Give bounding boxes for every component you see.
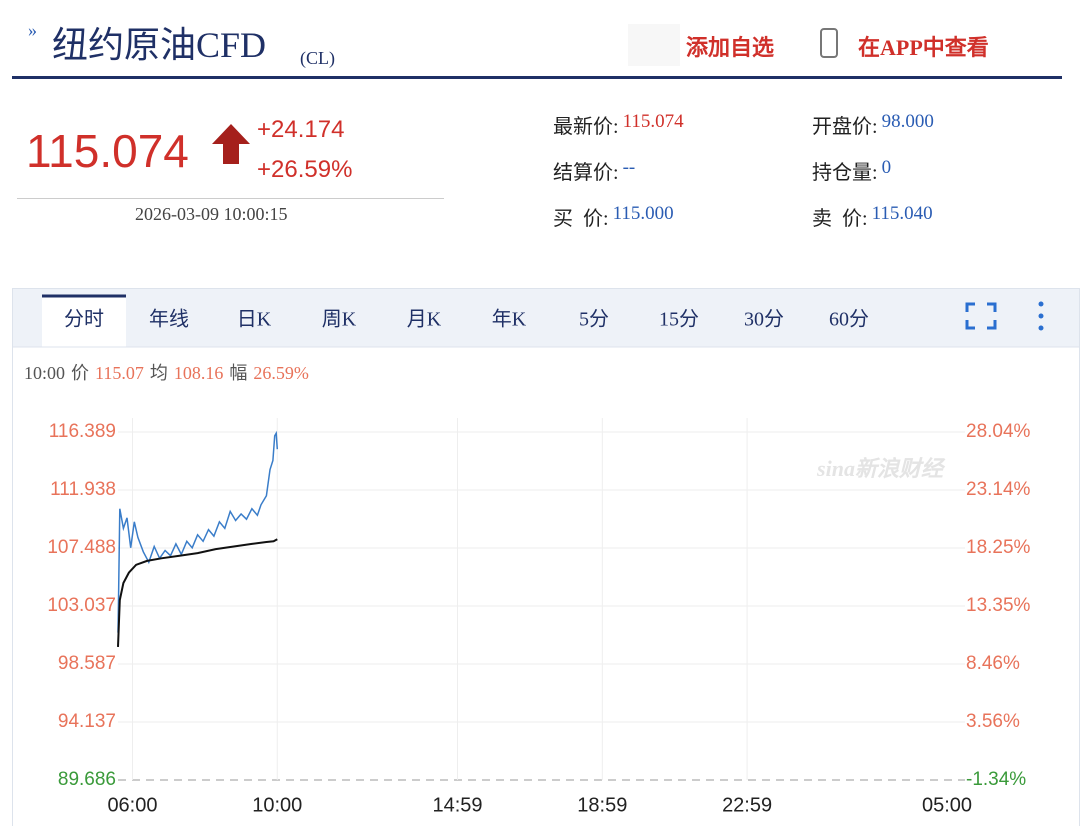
tab[interactable]: 年K bbox=[492, 308, 527, 331]
tab[interactable]: 5分 bbox=[579, 308, 609, 331]
placeholder bbox=[628, 24, 680, 66]
field-label: 开盘价: bbox=[812, 116, 878, 138]
fullscreen-icon[interactable] bbox=[965, 302, 997, 330]
y2-tick-label: 18.25% bbox=[966, 537, 1031, 558]
field-label: 持仓量: bbox=[812, 162, 878, 184]
y-tick-label: 103.037 bbox=[47, 595, 116, 616]
chart: 分时 年线 日K 周K 月K 年K 5分 15分 30分 60分 10:00 价 115.07 均 108.… bbox=[12, 288, 1080, 831]
x-tick-label: 10:00 bbox=[252, 794, 302, 816]
info-amp-label: 幅 bbox=[229, 363, 247, 383]
header-rule bbox=[12, 76, 1062, 79]
header-icon: » bbox=[28, 20, 37, 40]
x-tick-label: 18:59 bbox=[577, 794, 627, 816]
tab-bar bbox=[13, 289, 1079, 347]
field-value: 115.040 bbox=[871, 203, 933, 224]
field-label: 最新价: bbox=[553, 116, 619, 138]
tab[interactable]: 30分 bbox=[744, 308, 784, 331]
info-amp: 26.59% bbox=[253, 363, 309, 383]
y-tick-label: 111.938 bbox=[50, 479, 116, 500]
active-tab bbox=[42, 296, 126, 348]
info-price-label: 价 bbox=[71, 363, 89, 383]
menu-dot[interactable] bbox=[1038, 325, 1044, 331]
phone-icon bbox=[820, 28, 838, 58]
symbol-code: (CL) bbox=[300, 48, 335, 68]
page-title: 纽约原油CFD bbox=[52, 25, 267, 65]
y2-tick-label: 13.35% bbox=[966, 595, 1031, 616]
last-price: 115.074 bbox=[26, 125, 189, 177]
x-tick-label: 05:00 bbox=[922, 794, 972, 816]
y2-tick-label: -1.34% bbox=[966, 769, 1026, 790]
x-tick-label: 06:00 bbox=[107, 794, 157, 816]
watermark: sina新浪财经 bbox=[816, 456, 946, 481]
field-label: 卖 价: bbox=[812, 208, 868, 230]
change: +24.174 bbox=[257, 116, 345, 143]
change-pct: +26.59% bbox=[257, 156, 353, 183]
chart-panel: 分时 年线 日K 周K 月K 年K 5分 15分 30分 60分 10:00 价 115.07 均 108.… bbox=[12, 288, 1080, 831]
y2-tick-label: 28.04% bbox=[966, 421, 1031, 442]
y-tick-label: 98.587 bbox=[58, 653, 116, 674]
x-tick-label: 14:59 bbox=[432, 794, 482, 816]
divider bbox=[17, 198, 444, 199]
y2-tick-label: 23.14% bbox=[966, 479, 1031, 500]
series-line bbox=[117, 538, 278, 647]
field-value: 98.000 bbox=[881, 111, 934, 132]
tab[interactable]: 月K bbox=[407, 309, 442, 331]
x-tick-label: 22:59 bbox=[722, 794, 772, 816]
series-line bbox=[117, 430, 279, 633]
tab[interactable]: 60分 bbox=[829, 308, 869, 331]
quote-time: 2026-03-09 10:00:15 bbox=[135, 204, 288, 224]
info-avg: 108.16 bbox=[174, 363, 224, 383]
info-line: 10:00 价 115.07 均 108.16 幅 26.59% bbox=[24, 363, 309, 383]
field-label: 结算价: bbox=[553, 162, 619, 184]
tab[interactable]: 年线 bbox=[149, 308, 189, 331]
y2-tick-label: 3.56% bbox=[966, 711, 1020, 732]
app-view[interactable]: 在APP中查看 bbox=[858, 35, 989, 60]
add-watchlist[interactable]: 添加自选 bbox=[686, 35, 775, 60]
tab[interactable]: 周K bbox=[322, 309, 357, 331]
tab[interactable]: 日K bbox=[237, 309, 272, 331]
y-tick-label: 94.137 bbox=[58, 711, 116, 732]
field-value: -- bbox=[622, 157, 636, 178]
info-time: 10:00 bbox=[24, 363, 65, 383]
field-value: 0 bbox=[881, 157, 892, 178]
info-avg-label: 均 bbox=[150, 363, 168, 383]
field-label: 买 价: bbox=[553, 208, 609, 230]
field-value: 115.074 bbox=[622, 111, 684, 132]
y2-tick-label: 8.46% bbox=[966, 653, 1020, 674]
up-arrow bbox=[212, 124, 250, 164]
y-tick-label: 89.686 bbox=[58, 769, 116, 790]
tab[interactable]: 分时 bbox=[64, 308, 104, 331]
y-tick-label: 107.488 bbox=[47, 537, 116, 558]
field-value: 115.000 bbox=[612, 203, 674, 224]
menu-dot[interactable] bbox=[1038, 301, 1044, 307]
info-price: 115.07 bbox=[95, 363, 144, 383]
tab[interactable]: 15分 bbox=[659, 308, 699, 331]
y-tick-label: 116.389 bbox=[49, 421, 116, 442]
menu-dot[interactable] bbox=[1038, 313, 1044, 319]
